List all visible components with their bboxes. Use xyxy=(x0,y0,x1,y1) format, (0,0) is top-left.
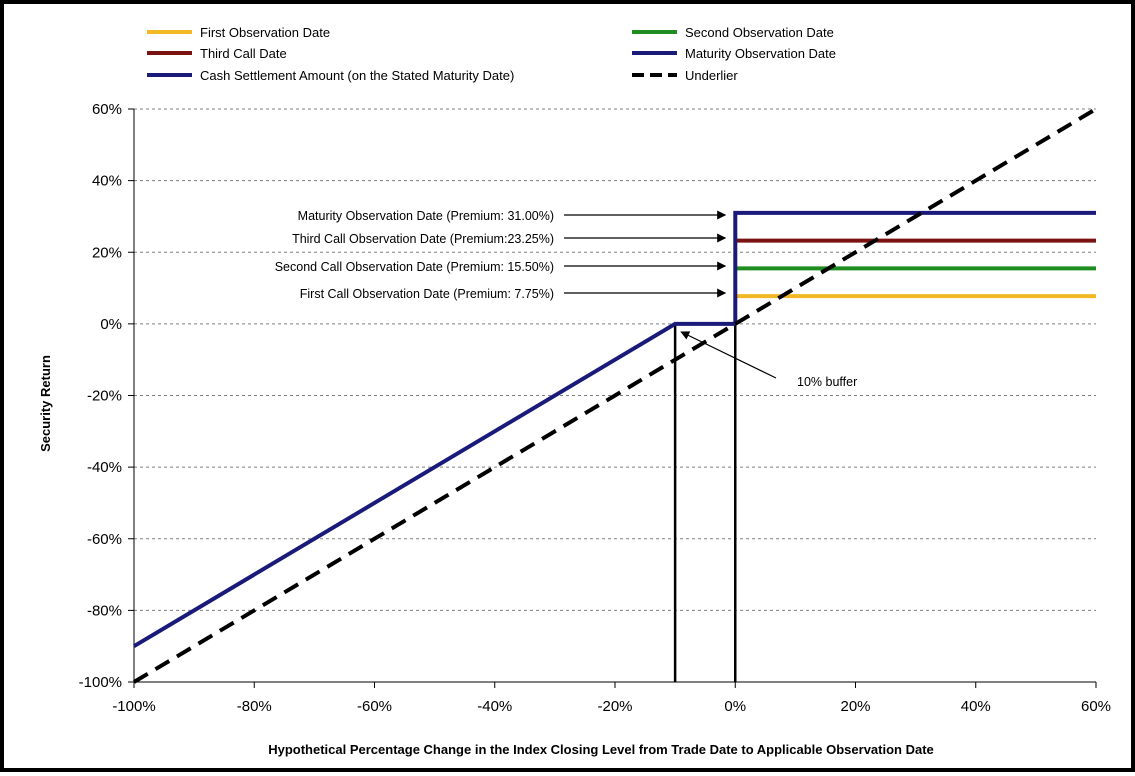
annotation-label: 10% buffer xyxy=(797,375,857,389)
y-tick-label: -80% xyxy=(87,602,122,619)
legend-label: Maturity Observation Date xyxy=(685,46,836,61)
legend-label: Third Call Date xyxy=(200,46,287,61)
series-line xyxy=(132,321,736,648)
x-tick-label: -100% xyxy=(112,698,155,715)
x-axis-title: Hypothetical Percentage Change in the In… xyxy=(268,742,934,757)
chart: First Observation Date Second Observation… xyxy=(38,25,1111,757)
axes: -100% -80% -60% -40% -20% 0% 20% 40% 60% -100% -80… xyxy=(79,101,1111,715)
y-tick-label: -40% xyxy=(87,459,122,476)
legend-label: Underlier xyxy=(685,68,738,83)
x-tick-label: 60% xyxy=(1081,698,1111,715)
x-tick-label: -40% xyxy=(477,698,512,715)
y-tick-label: -20% xyxy=(87,388,122,405)
x-tick-label: -20% xyxy=(597,698,632,715)
y-tick-label: -100% xyxy=(79,674,122,691)
series-layer xyxy=(132,107,1098,684)
annotation-label: Third Call Observation Date (Premium:23.… xyxy=(292,232,554,246)
y-tick-label: 20% xyxy=(92,244,122,261)
series-line xyxy=(132,107,1098,684)
x-tick-label: 20% xyxy=(840,698,870,715)
x-tick-label: -60% xyxy=(357,698,392,715)
legend-label: Cash Settlement Amount (on the Stated Ma… xyxy=(200,68,514,83)
x-tick-label: -80% xyxy=(237,698,272,715)
annotation-arrow xyxy=(680,331,777,379)
legend-label: Second Observation Date xyxy=(685,25,834,40)
legend-label: First Observation Date xyxy=(200,25,330,40)
annotation-label: Second Call Observation Date (Premium: 1… xyxy=(275,260,554,274)
annotation-label: First Call Observation Date (Premium: 7.… xyxy=(300,287,554,301)
x-tick-label: 0% xyxy=(724,698,746,715)
y-tick-label: 40% xyxy=(92,173,122,190)
y-tick-label: -60% xyxy=(87,531,122,548)
annotations: Maturity Observation Date (Premium: 31.0… xyxy=(275,209,858,389)
series-line xyxy=(733,210,1096,324)
y-tick-label: 0% xyxy=(100,316,122,333)
y-axis-title: Security Return xyxy=(38,355,53,452)
x-tick-label: 40% xyxy=(961,698,991,715)
legend: First Observation Date Second Observation… xyxy=(147,25,836,83)
annotation-label: Maturity Observation Date (Premium: 31.0… xyxy=(298,209,554,223)
y-tick-label: 60% xyxy=(92,101,122,118)
